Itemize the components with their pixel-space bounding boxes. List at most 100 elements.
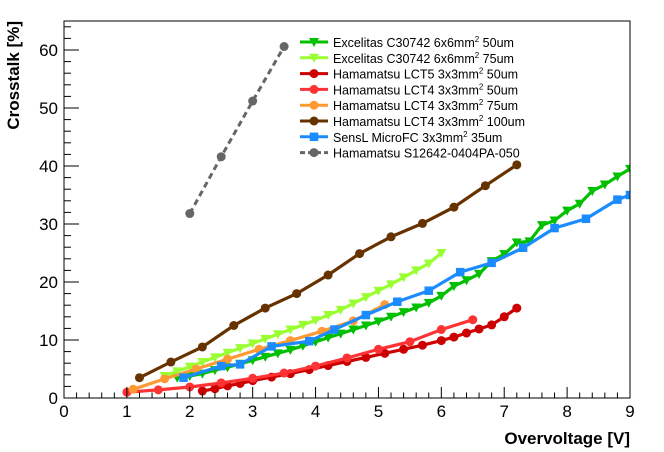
- legend-swatch-marker: [309, 38, 319, 47]
- legend-entry: Hamamatsu LCT4 3x3mm2 50um: [300, 82, 518, 97]
- data-point: [512, 303, 522, 313]
- y-tick-label: 40: [39, 157, 58, 176]
- data-point: [185, 382, 195, 392]
- data-point: [210, 384, 220, 394]
- x-tick-label: 3: [248, 402, 257, 421]
- series-line: [126, 318, 474, 394]
- data-point: [487, 258, 496, 268]
- data-point: [386, 232, 396, 242]
- plot-frame: [63, 20, 631, 399]
- data-point: [248, 373, 258, 383]
- legend-entry: Excelitas C30742 6x6mm2 75um: [300, 51, 514, 66]
- legend-swatch-marker: [309, 53, 319, 63]
- data-point: [235, 344, 246, 354]
- data-point: [373, 286, 384, 296]
- data-point: [292, 289, 302, 299]
- data-point: [393, 297, 402, 306]
- data-point: [424, 286, 434, 295]
- series-7: [185, 42, 289, 219]
- data-point: [524, 237, 535, 247]
- y-tick-label: 60: [39, 41, 58, 60]
- ticks-layer: 0 1 2 3 4 5 6 7 8 9 0 10 20 30 40 50 60: [39, 26, 635, 421]
- series-line: [188, 45, 286, 215]
- data-point: [185, 209, 195, 219]
- data-point: [197, 386, 207, 396]
- data-point: [335, 305, 346, 315]
- data-point: [398, 308, 409, 318]
- data-point: [423, 259, 434, 269]
- data-point: [549, 216, 560, 226]
- legend-entry: SensL MicroFC 3x3mm2 35um: [300, 130, 502, 145]
- series-line: [183, 193, 630, 380]
- x-tick-label: 2: [185, 402, 194, 421]
- data-point: [216, 361, 226, 371]
- data-point: [518, 243, 528, 253]
- data-point: [248, 96, 258, 106]
- data-point: [260, 334, 271, 344]
- data-point: [417, 218, 427, 228]
- data-point: [449, 332, 459, 342]
- data-point: [373, 317, 384, 327]
- legend-label: Hamamatsu LCT5 3x3mm2 50um: [333, 67, 518, 82]
- x-tick-label: 9: [625, 402, 634, 421]
- data-point: [267, 342, 276, 351]
- series-1: [159, 249, 447, 381]
- y-tick-label: 50: [39, 99, 58, 118]
- legend-label: Excelitas C30742 6x6mm2 75um: [333, 51, 514, 66]
- data-point: [436, 336, 446, 346]
- data-point: [448, 282, 459, 292]
- x-tick-label: 8: [562, 402, 571, 421]
- legend-swatch-marker: [309, 132, 319, 142]
- data-point: [153, 385, 163, 395]
- data-point: [581, 214, 591, 224]
- legend-swatch-marker: [309, 148, 319, 158]
- data-point: [574, 199, 585, 209]
- x-tick-label: 5: [374, 402, 383, 421]
- data-point: [260, 303, 270, 313]
- data-point: [455, 267, 465, 277]
- data-point: [128, 384, 138, 394]
- data-point: [166, 357, 176, 367]
- x-tick-label: 7: [499, 402, 508, 421]
- legend-entry: Hamamatsu S12642-0404PA-050: [300, 147, 520, 161]
- data-point: [405, 337, 415, 347]
- data-point: [330, 325, 339, 334]
- data-point: [134, 373, 144, 383]
- data-point: [323, 270, 333, 280]
- data-point: [235, 360, 245, 369]
- data-point: [411, 266, 422, 276]
- data-point: [285, 345, 296, 355]
- data-point: [411, 303, 422, 313]
- data-point: [297, 320, 308, 330]
- legend-label: Hamamatsu LCT4 3x3mm2 100um: [333, 114, 525, 129]
- x-tick-label: 6: [437, 402, 446, 421]
- data-point: [599, 180, 610, 190]
- data-point: [468, 315, 478, 325]
- data-point: [512, 160, 522, 170]
- data-point: [398, 273, 409, 283]
- legend-entry: Hamamatsu LCT4 3x3mm2 100um: [300, 114, 525, 129]
- data-point: [361, 352, 371, 362]
- data-point: [436, 291, 447, 301]
- data-point: [272, 349, 283, 359]
- data-point: [348, 325, 359, 335]
- data-point: [449, 202, 459, 212]
- data-point: [160, 374, 170, 384]
- data-point: [360, 321, 371, 331]
- data-point: [562, 206, 573, 216]
- legend-entry: Hamamatsu LCT5 3x3mm2 50um: [300, 67, 518, 82]
- data-point: [511, 238, 522, 248]
- y-tick-label: 30: [39, 215, 58, 234]
- legend-swatch-marker: [309, 84, 319, 94]
- data-point: [172, 367, 183, 377]
- data-point: [311, 361, 321, 371]
- data-point: [348, 299, 359, 309]
- legend-swatch-marker: [309, 100, 319, 110]
- data-point: [612, 172, 623, 182]
- data-point: [216, 378, 226, 388]
- legend-swatch-marker: [309, 116, 319, 126]
- data-point: [536, 221, 547, 231]
- data-point: [487, 320, 497, 330]
